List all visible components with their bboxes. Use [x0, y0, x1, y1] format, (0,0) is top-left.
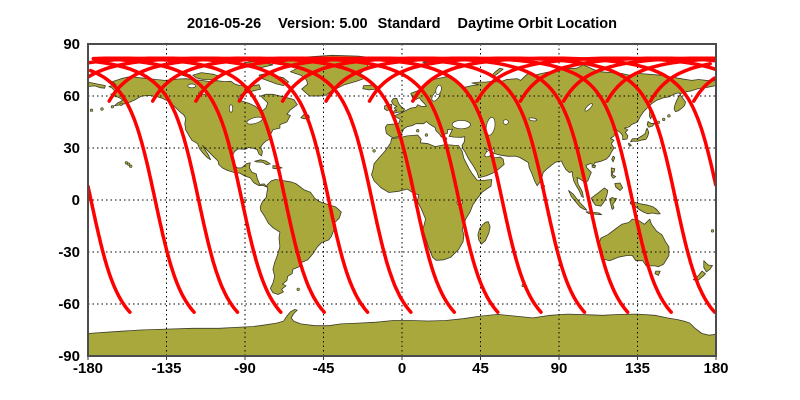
title-date: 2016-05-26: [186, 16, 262, 32]
x-tick-label: -45: [313, 360, 335, 377]
land-borneo: [590, 187, 609, 207]
orbit-track: [93, 59, 240, 314]
land-hokkaido: [646, 121, 656, 128]
y-tick-label: -30: [58, 244, 80, 261]
land-nz-north: [703, 260, 713, 273]
land-hainan: [591, 164, 596, 169]
island-dot: [89, 108, 94, 112]
land-victoria-island: [192, 72, 221, 80]
x-tick-label: 90: [551, 360, 568, 377]
island-dot: [100, 107, 104, 111]
land-kyushu: [628, 142, 632, 147]
lake: [228, 104, 234, 113]
land-tasmania: [654, 270, 661, 276]
orbit-track: [88, 56, 413, 314]
lake: [502, 119, 509, 125]
y-tick-label: 60: [63, 88, 80, 105]
orbit-track: [411, 56, 716, 187]
x-tick-label: -135: [151, 360, 181, 377]
plot-title: 2016-05-26 Version: 5.00 Standard Daytime O…: [88, 16, 716, 32]
orbit-track: [107, 56, 457, 314]
island-dot: [662, 117, 666, 121]
x-tick-label: 0: [398, 360, 406, 377]
x-tick-label: 135: [625, 360, 650, 377]
orbit-track: [518, 56, 716, 103]
land-cuba: [254, 159, 271, 166]
orbit-track: [692, 76, 716, 103]
land-java: [585, 211, 603, 216]
orbit-track: [280, 56, 630, 314]
orbit-track: [194, 56, 543, 314]
y-tick-label: 30: [63, 140, 80, 157]
island-dot: [667, 114, 671, 118]
orbit-track: [648, 62, 712, 103]
lake: [584, 103, 593, 112]
orbit-track: [237, 56, 587, 314]
orbit-track: [150, 56, 500, 314]
island-dot: [129, 164, 133, 168]
title-name: Daytime Orbit Location: [457, 16, 617, 32]
orbit-track: [605, 57, 712, 103]
x-tick-label: 45: [472, 360, 489, 377]
y-tick-label: -60: [58, 296, 80, 313]
orbit-tracks: [88, 56, 716, 314]
island-dot: [416, 129, 420, 133]
island-dot: [296, 287, 300, 291]
island-dot: [110, 105, 114, 109]
lake: [451, 120, 471, 130]
title-version: Version: 5.00: [278, 16, 368, 32]
x-tick-label: -90: [234, 360, 256, 377]
plot-frame: [87, 43, 717, 357]
land-honshu: [630, 127, 650, 143]
island-dot: [710, 229, 715, 233]
x-tick-label: -180: [73, 360, 103, 377]
island-dot: [124, 161, 128, 165]
orbit-track: [88, 68, 196, 314]
land-madagascar: [477, 221, 491, 245]
land-taiwan: [611, 155, 616, 163]
land-britain: [391, 97, 405, 114]
land-chukotka-west-edge: [88, 81, 106, 89]
x-tick-label: 180: [703, 360, 728, 377]
y-tick-label: 90: [63, 36, 80, 53]
land-sulawesi: [609, 197, 617, 210]
title-mode: Standard: [377, 16, 441, 32]
land-luzon: [610, 167, 617, 179]
island-dot: [119, 102, 123, 106]
y-tick-label: -90: [58, 348, 80, 365]
orbit-track: [367, 56, 716, 314]
land-mindanao: [614, 182, 624, 191]
lake: [528, 117, 538, 122]
y-tick-label: 0: [72, 192, 80, 209]
lake: [485, 117, 496, 136]
land-eurasia: [385, 64, 716, 198]
orbit-track: [324, 56, 673, 314]
orbit-track: [88, 56, 370, 314]
island-dot: [372, 149, 376, 153]
island-dot: [424, 133, 429, 137]
orbit-track: [96, 56, 283, 314]
orbit-track: [561, 56, 716, 103]
lake: [435, 84, 442, 96]
land-australia: [598, 218, 670, 268]
lake: [187, 83, 197, 89]
orbit-track: [88, 184, 132, 314]
